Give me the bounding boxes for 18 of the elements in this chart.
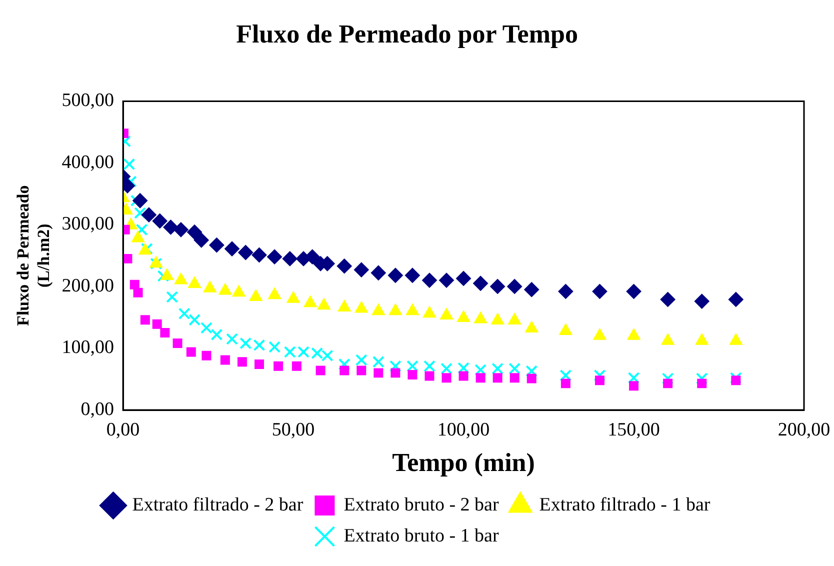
chart-title: Fluxo de Permeado por Tempo — [236, 19, 578, 48]
x-tick-label: 150,00 — [608, 419, 660, 440]
x-tick-label: 50,00 — [272, 419, 315, 440]
x-axis-title: Tempo (min) — [392, 448, 535, 478]
y-tick-label: 500,00 — [62, 90, 114, 112]
legend-label: Extrato filtrado - 2 bar — [132, 494, 304, 516]
x-tick-label: 100,00 — [437, 419, 490, 440]
y-tick-label: 200,00 — [62, 275, 114, 296]
y-tick-label: 0,00 — [80, 398, 114, 420]
x-tick-label: 0,00 — [106, 419, 140, 440]
x-tick-label: 200,00 — [778, 419, 830, 440]
y-tick-label: 100,00 — [62, 337, 114, 358]
y-axis-title: Fluxo de Permeado (L/h.m2) — [14, 185, 53, 326]
y-tick-label: 300,00 — [62, 214, 114, 235]
y-tick-label: 400,00 — [62, 152, 114, 173]
legend-label: Extrato filtrado - 1 bar — [539, 494, 711, 516]
legend-label: Extrato bruto - 1 bar — [344, 525, 500, 546]
legend-label: Extrato bruto - 2 bar — [344, 494, 500, 516]
